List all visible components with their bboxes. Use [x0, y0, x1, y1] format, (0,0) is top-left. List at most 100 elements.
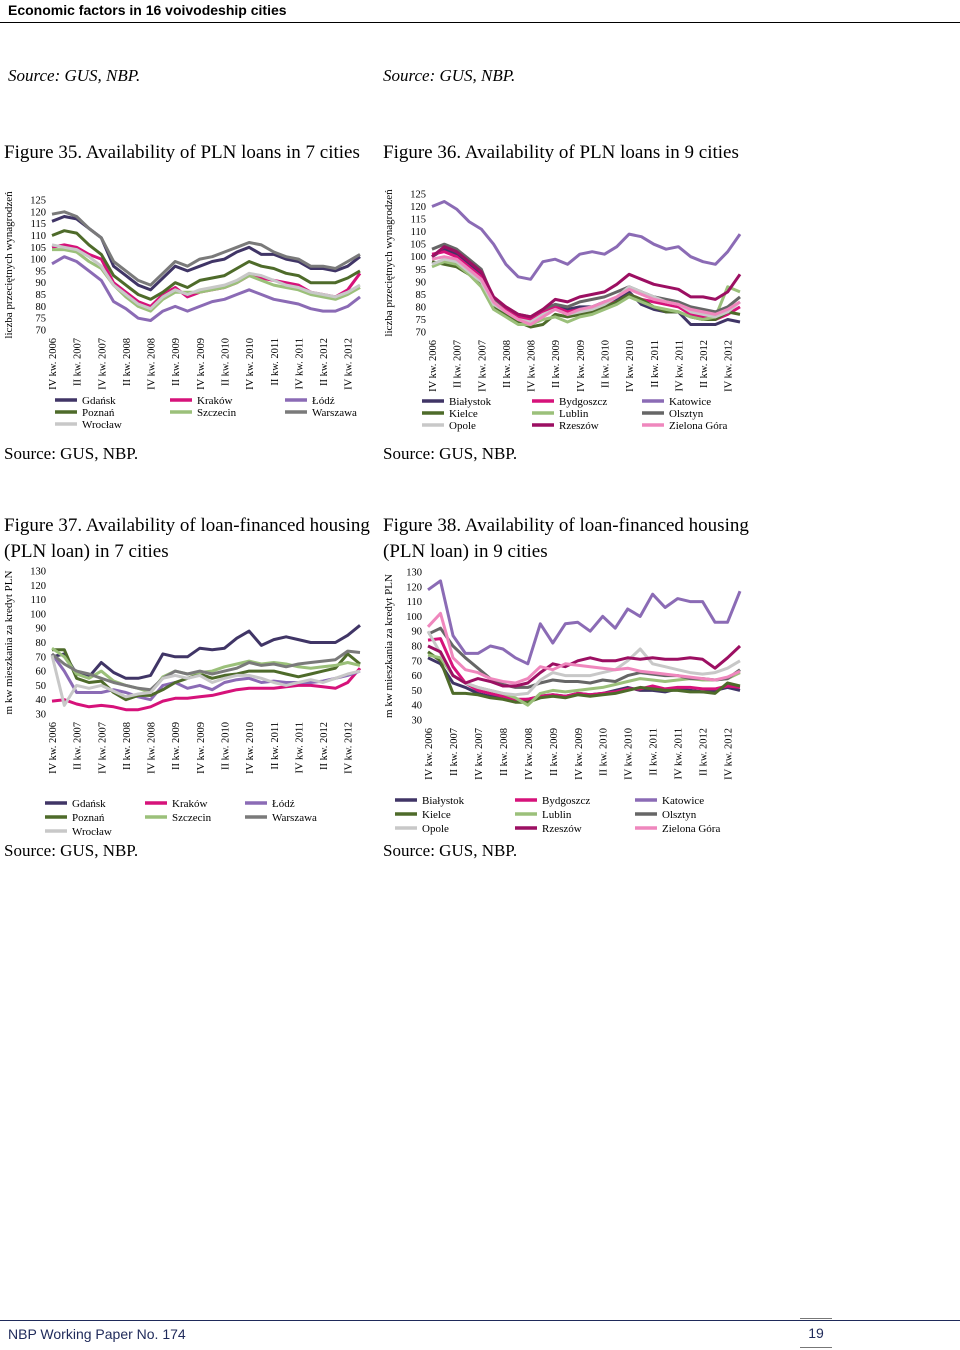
- x-tick-label: II kw. 2010: [220, 338, 231, 386]
- y-tick-label: 50: [412, 686, 423, 697]
- y-axis-title: liczba przeciętnych wynagrodzeń: [3, 191, 15, 339]
- x-tick-label: II kw. 2009: [551, 340, 562, 388]
- y-tick-label: 90: [36, 624, 47, 635]
- series-line-wroclaw: [50, 655, 361, 707]
- x-tick-label: II kw. 2010: [220, 722, 231, 770]
- y-tick-label: 75: [416, 315, 427, 326]
- footer-rule: [0, 1320, 960, 1321]
- y-tick-label: 120: [30, 207, 46, 218]
- x-tick-label: IV kw. 2011: [294, 338, 305, 390]
- series-line-gdansk: [51, 624, 361, 680]
- legend-label-opole: Opole: [422, 823, 449, 835]
- x-tick-label: II kw. 2008: [122, 722, 133, 770]
- y-tick-label: 80: [416, 302, 427, 313]
- footer-series-title: NBP Working Paper No. 174: [8, 1326, 186, 1342]
- y-tick-label: 100: [410, 252, 426, 263]
- x-tick-label: IV kw. 2008: [527, 340, 538, 392]
- x-tick-label: IV kw. 2009: [196, 722, 207, 774]
- legend-label-gdansk: Gdańsk: [82, 395, 116, 407]
- y-tick-label: 105: [410, 240, 426, 251]
- x-tick-label: II kw. 2010: [599, 728, 610, 776]
- legend-label-bialystok: Białystok: [422, 795, 465, 807]
- series-line-zielona-gora: [431, 255, 741, 326]
- x-tick-label: IV kw. 2007: [97, 338, 108, 390]
- y-tick-label: 75: [36, 314, 47, 325]
- x-tick-label: IV kw. 2011: [294, 722, 305, 774]
- legend-label-lublin: Lublin: [542, 809, 572, 821]
- x-tick-label: II kw. 2009: [549, 728, 560, 776]
- y-tick-label: 70: [412, 656, 423, 667]
- x-tick-label: IV kw. 2010: [624, 728, 635, 780]
- x-tick-label: II kw. 2010: [600, 340, 611, 388]
- x-tick-label: II kw. 2009: [171, 338, 182, 386]
- y-tick-label: 80: [412, 642, 423, 653]
- legend-label-kielce: Kielce: [422, 809, 451, 821]
- series-line-opole: [426, 630, 741, 697]
- x-tick-label: II kw. 2007: [73, 722, 84, 770]
- legend-label-rzeszow: Rzeszów: [559, 420, 599, 432]
- legend-label-zielona-gora: Zielona Góra: [662, 823, 720, 835]
- series-line-zielona-gora: [426, 611, 741, 685]
- legend-label-bydgoszcz: Bydgoszcz: [542, 795, 590, 807]
- x-tick-label: IV kw. 2011: [674, 340, 685, 392]
- x-tick-label: IV kw. 2010: [245, 722, 256, 774]
- series-line-wroclaw: [51, 243, 361, 311]
- x-tick-label: IV kw. 2012: [724, 340, 735, 392]
- x-tick-label: II kw. 2011: [649, 728, 660, 776]
- legend-label-olsztyn: Olsztyn: [662, 809, 697, 821]
- series-line-katowice: [431, 200, 742, 281]
- legend-label-lodz: Łódź: [312, 395, 335, 407]
- y-tick-label: 120: [406, 582, 422, 593]
- x-tick-label: IV kw. 2012: [724, 728, 735, 780]
- y-tick-label: 40: [412, 701, 423, 712]
- y-tick-label: 80: [36, 638, 47, 649]
- series-line-lodz: [51, 255, 361, 322]
- y-tick-label: 100: [406, 612, 422, 623]
- legend-label-lublin: Lublin: [559, 408, 589, 420]
- x-tick-label: IV kw. 2006: [48, 722, 59, 774]
- x-tick-label: IV kw. 2010: [245, 338, 256, 390]
- x-tick-label: II kw. 2007: [449, 728, 460, 776]
- legend-label-katowice: Katowice: [662, 795, 704, 807]
- series-line-warszawa: [51, 210, 361, 287]
- legend-label-krakow: Kraków: [197, 395, 232, 407]
- x-tick-label: IV kw. 2010: [625, 340, 636, 392]
- legend-label-lodz: Łódź: [272, 798, 295, 810]
- series-line-katowice: [427, 579, 742, 666]
- x-tick-label: IV kw. 2007: [477, 340, 488, 392]
- y-tick-label: 70: [416, 328, 427, 339]
- y-tick-label: 115: [411, 215, 426, 226]
- x-tick-label: II kw. 2012: [699, 728, 710, 776]
- y-tick-label: 100: [30, 255, 46, 266]
- y-axis-title: m kw mieszkania za kredyt PLN: [3, 571, 15, 715]
- y-tick-label: 110: [407, 597, 422, 608]
- figure-35-chart: liczba przeciętnych wynagrodzeń 707580859…: [3, 191, 362, 431]
- y-tick-label: 40: [36, 695, 47, 706]
- figure-37-caption: Figure 37. Availability of loan-financed…: [4, 515, 370, 562]
- x-tick-label: II kw. 2011: [270, 722, 281, 770]
- y-tick-label: 110: [31, 595, 46, 606]
- legend-label-bialystok: Białystok: [449, 396, 492, 408]
- figure-38-chart: m kw mieszkania za kredyt PLN 30 40 50 60 70 8…: [383, 568, 742, 835]
- legend-label-poznan: Poznań: [82, 407, 115, 419]
- figure-36-caption: Figure 36. Availability of PLN loans in …: [383, 142, 739, 163]
- x-tick-label: II kw. 2011: [270, 338, 281, 386]
- x-tick-label: IV kw. 2007: [474, 728, 485, 780]
- x-tick-label: II kw. 2008: [502, 340, 513, 388]
- x-tick-label: IV kw. 2007: [97, 722, 108, 774]
- page-number: 19: [800, 1318, 832, 1348]
- x-tick-label: II kw. 2011: [650, 340, 661, 388]
- y-tick-label: 90: [412, 627, 423, 638]
- x-tick-label: II kw. 2009: [171, 722, 182, 770]
- x-tick-label: IV kw. 2006: [428, 340, 439, 392]
- figure-37-chart: m kw mieszkania za kredyt PLN 30 40 50 60 70 8…: [3, 567, 362, 838]
- figure-36-source: Source: GUS, NBP.: [383, 444, 518, 463]
- x-tick-label: II kw. 2007: [453, 340, 464, 388]
- y-tick-label: 125: [410, 190, 426, 201]
- x-tick-label: II kw. 2012: [699, 340, 710, 388]
- y-axis-title: m kw mieszkania za kredyt PLN: [383, 574, 395, 718]
- figure-38-source: Source: GUS, NBP.: [383, 841, 518, 860]
- series-line-warszawa: [51, 649, 361, 692]
- y-tick-label: 120: [410, 202, 426, 213]
- x-tick-label: IV kw. 2009: [576, 340, 587, 392]
